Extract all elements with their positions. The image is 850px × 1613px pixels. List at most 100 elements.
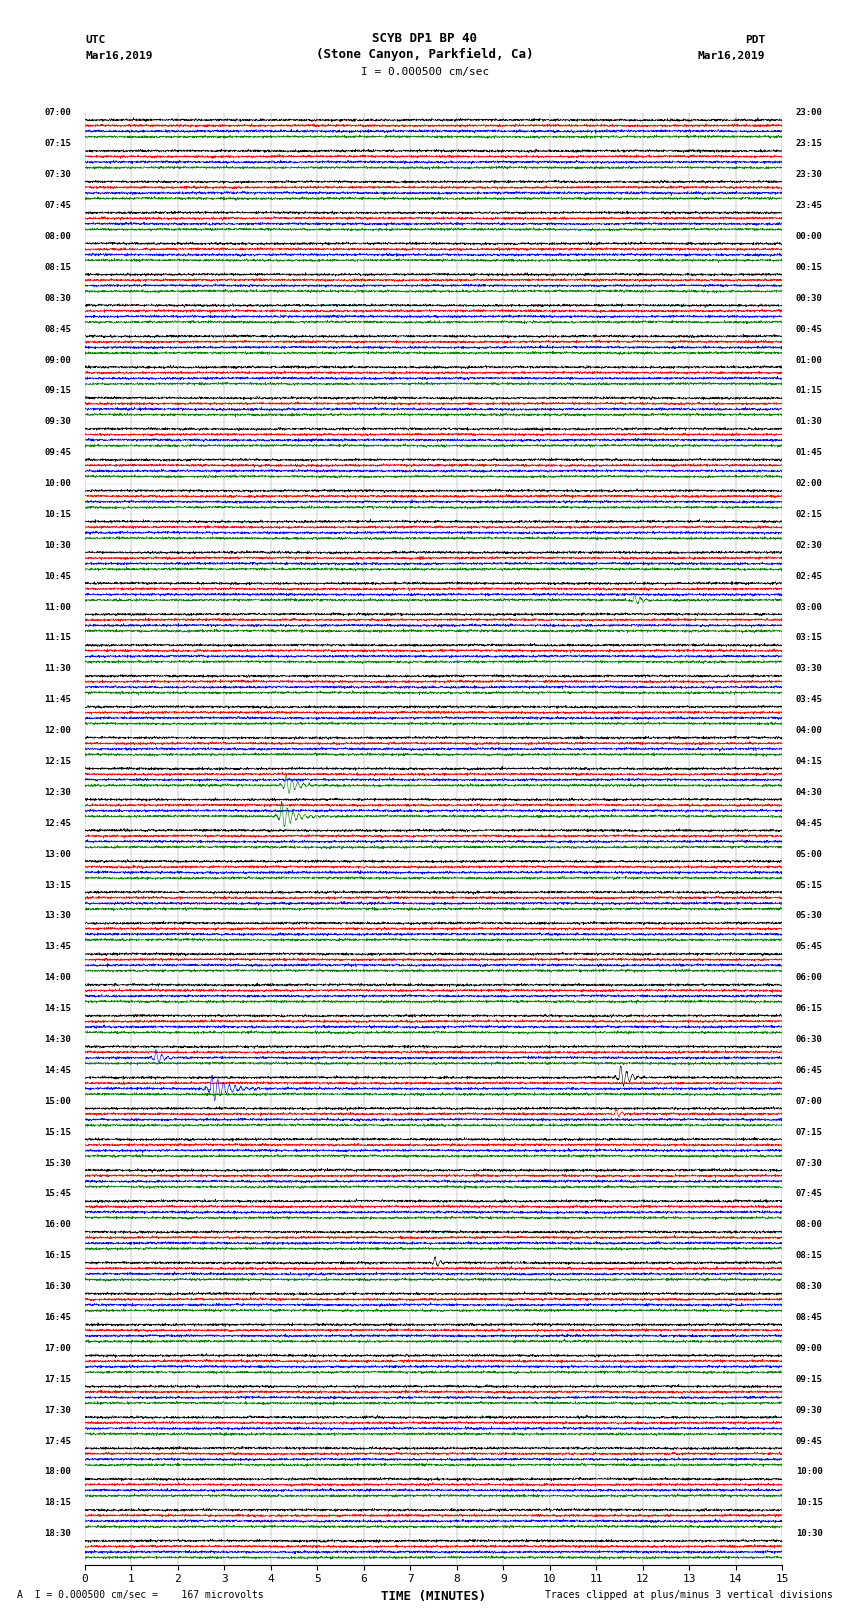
Text: Mar16,2019: Mar16,2019 [85, 52, 152, 61]
Text: 10:00: 10:00 [44, 479, 71, 489]
Text: 04:00: 04:00 [796, 726, 823, 736]
Text: 08:30: 08:30 [796, 1282, 823, 1290]
Text: 14:45: 14:45 [44, 1066, 71, 1074]
Text: 12:00: 12:00 [44, 726, 71, 736]
Text: 23:30: 23:30 [796, 171, 823, 179]
Text: 17:00: 17:00 [44, 1344, 71, 1353]
Text: 00:45: 00:45 [796, 324, 823, 334]
Text: 12:15: 12:15 [44, 756, 71, 766]
Text: 07:30: 07:30 [796, 1158, 823, 1168]
Text: 13:45: 13:45 [44, 942, 71, 952]
Text: 16:45: 16:45 [44, 1313, 71, 1323]
Text: Traces clipped at plus/minus 3 vertical divisions: Traces clipped at plus/minus 3 vertical … [545, 1590, 833, 1600]
Text: 00:30: 00:30 [796, 294, 823, 303]
Text: UTC: UTC [85, 35, 105, 45]
Text: A  I = 0.000500 cm/sec =    167 microvolts: A I = 0.000500 cm/sec = 167 microvolts [17, 1590, 264, 1600]
Text: 10:30: 10:30 [796, 1529, 823, 1539]
Text: 17:15: 17:15 [44, 1374, 71, 1384]
Text: 10:00: 10:00 [796, 1468, 823, 1476]
Text: 18:30: 18:30 [44, 1529, 71, 1539]
Text: 07:45: 07:45 [796, 1189, 823, 1198]
Text: (Stone Canyon, Parkfield, Ca): (Stone Canyon, Parkfield, Ca) [316, 48, 534, 61]
Text: 23:00: 23:00 [796, 108, 823, 118]
Text: 16:30: 16:30 [44, 1282, 71, 1290]
Text: 07:00: 07:00 [44, 108, 71, 118]
Text: 06:00: 06:00 [796, 973, 823, 982]
Text: 14:30: 14:30 [44, 1036, 71, 1044]
Text: 08:30: 08:30 [44, 294, 71, 303]
Text: 07:30: 07:30 [44, 171, 71, 179]
Text: 09:15: 09:15 [44, 387, 71, 395]
Text: 07:00: 07:00 [796, 1097, 823, 1107]
Text: 05:00: 05:00 [796, 850, 823, 858]
Text: 18:15: 18:15 [44, 1498, 71, 1507]
Text: 01:30: 01:30 [796, 418, 823, 426]
Text: 18:00: 18:00 [44, 1468, 71, 1476]
Text: 09:15: 09:15 [796, 1374, 823, 1384]
Text: 03:30: 03:30 [796, 665, 823, 673]
X-axis label: TIME (MINUTES): TIME (MINUTES) [381, 1590, 486, 1603]
Text: 09:30: 09:30 [796, 1405, 823, 1415]
Text: I = 0.000500 cm/sec: I = 0.000500 cm/sec [361, 68, 489, 77]
Text: 23:45: 23:45 [796, 202, 823, 210]
Text: 03:45: 03:45 [796, 695, 823, 705]
Text: 04:30: 04:30 [796, 787, 823, 797]
Text: PDT: PDT [745, 35, 765, 45]
Text: 16:00: 16:00 [44, 1221, 71, 1229]
Text: 07:15: 07:15 [44, 139, 71, 148]
Text: 04:45: 04:45 [796, 819, 823, 827]
Text: 02:00: 02:00 [796, 479, 823, 489]
Text: 17:30: 17:30 [44, 1405, 71, 1415]
Text: 00:15: 00:15 [796, 263, 823, 273]
Text: 09:00: 09:00 [44, 355, 71, 365]
Text: 15:30: 15:30 [44, 1158, 71, 1168]
Text: 15:45: 15:45 [44, 1189, 71, 1198]
Text: 09:00: 09:00 [796, 1344, 823, 1353]
Text: 08:00: 08:00 [44, 232, 71, 240]
Text: 08:45: 08:45 [44, 324, 71, 334]
Text: 13:00: 13:00 [44, 850, 71, 858]
Text: 14:15: 14:15 [44, 1005, 71, 1013]
Text: 13:30: 13:30 [44, 911, 71, 921]
Text: 06:45: 06:45 [796, 1066, 823, 1074]
Text: 23:15: 23:15 [796, 139, 823, 148]
Text: 12:30: 12:30 [44, 787, 71, 797]
Text: 10:15: 10:15 [44, 510, 71, 519]
Text: 05:30: 05:30 [796, 911, 823, 921]
Text: 14:00: 14:00 [44, 973, 71, 982]
Text: 12:45: 12:45 [44, 819, 71, 827]
Text: 17:45: 17:45 [44, 1437, 71, 1445]
Text: 08:15: 08:15 [44, 263, 71, 273]
Text: 07:45: 07:45 [44, 202, 71, 210]
Text: 11:15: 11:15 [44, 634, 71, 642]
Text: 08:15: 08:15 [796, 1252, 823, 1260]
Text: 02:45: 02:45 [796, 571, 823, 581]
Text: 10:15: 10:15 [796, 1498, 823, 1507]
Text: 08:00: 08:00 [796, 1221, 823, 1229]
Text: 08:45: 08:45 [796, 1313, 823, 1323]
Text: 11:30: 11:30 [44, 665, 71, 673]
Text: 02:15: 02:15 [796, 510, 823, 519]
Text: 11:45: 11:45 [44, 695, 71, 705]
Text: 06:15: 06:15 [796, 1005, 823, 1013]
Text: 05:45: 05:45 [796, 942, 823, 952]
Text: 10:45: 10:45 [44, 571, 71, 581]
Text: 03:00: 03:00 [796, 603, 823, 611]
Text: Mar16,2019: Mar16,2019 [698, 52, 765, 61]
Text: 00:00: 00:00 [796, 232, 823, 240]
Text: 05:15: 05:15 [796, 881, 823, 890]
Text: 01:00: 01:00 [796, 355, 823, 365]
Text: 09:45: 09:45 [796, 1437, 823, 1445]
Text: SCYB DP1 BP 40: SCYB DP1 BP 40 [372, 32, 478, 45]
Text: 06:30: 06:30 [796, 1036, 823, 1044]
Text: 16:15: 16:15 [44, 1252, 71, 1260]
Text: 01:45: 01:45 [796, 448, 823, 456]
Text: 09:30: 09:30 [44, 418, 71, 426]
Text: 07:15: 07:15 [796, 1127, 823, 1137]
Text: 09:45: 09:45 [44, 448, 71, 456]
Text: 15:00: 15:00 [44, 1097, 71, 1107]
Text: 15:15: 15:15 [44, 1127, 71, 1137]
Text: 13:15: 13:15 [44, 881, 71, 890]
Text: 10:30: 10:30 [44, 540, 71, 550]
Text: 04:15: 04:15 [796, 756, 823, 766]
